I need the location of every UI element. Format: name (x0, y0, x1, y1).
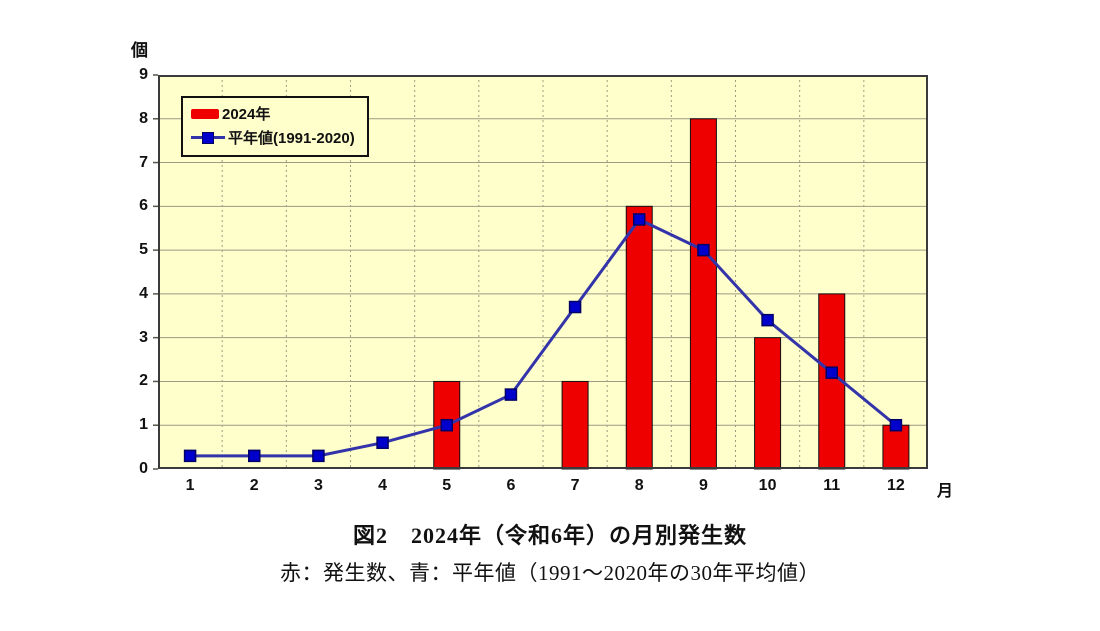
legend-line-swatch (191, 131, 225, 144)
x-tick-label-3: 3 (313, 477, 323, 494)
bar-2024-month-8 (625, 205, 653, 470)
x-tick-label-12: 12 (887, 477, 905, 494)
legend-label-2024: 2024年 (222, 106, 271, 123)
normal-marker-month-1 (183, 449, 197, 463)
y-tick-label-3: 3 (139, 328, 148, 346)
caption-subtitle: 赤：発生数、青：平年値（1991～2020年の30年平均値） (280, 561, 820, 585)
plot-area (153, 74, 928, 470)
normal-marker-month-7 (568, 300, 582, 314)
x-tick-label-5: 5 (442, 477, 452, 494)
x-axis-unit-label: 月 (936, 483, 953, 500)
x-tick-label-2: 2 (249, 477, 259, 494)
legend-bar-swatch (191, 108, 219, 119)
x-tick-label-6: 6 (506, 477, 516, 494)
normal-line (188, 217, 898, 458)
normal-marker-month-5 (440, 418, 453, 432)
y-tick-label-2: 2 (139, 372, 148, 390)
y-tick-label-9: 9 (139, 66, 148, 83)
x-tick-label-4: 4 (378, 477, 388, 494)
legend-item-normal: 平年値(1991-2020) (191, 127, 355, 148)
x-tick-label-9: 9 (698, 477, 708, 494)
normal-marker-month-3 (312, 449, 325, 463)
normal-marker-month-6 (504, 388, 518, 401)
x-tick-label-1: 1 (185, 477, 195, 494)
y-tick-label-6: 6 (139, 197, 148, 215)
normal-marker-month-2 (248, 449, 261, 463)
bar-2024-month-12 (882, 424, 910, 470)
caption: 図2 2024年（令和6年）の月別発生数 赤：発生数、青：平年値（1991～20… (0, 518, 1100, 587)
y-tick-label-5: 5 (139, 241, 148, 259)
normal-marker-month-8 (633, 213, 646, 226)
bar-2024-month-7 (561, 380, 589, 470)
y-tick-label-7: 7 (139, 153, 148, 171)
plot-border (158, 75, 928, 469)
x-tick-label-7: 7 (570, 477, 580, 494)
legend: 2024年 平年値(1991-2020) (181, 96, 369, 157)
y-tick-label-4: 4 (139, 284, 148, 302)
x-tick-label-8: 8 (634, 477, 644, 494)
x-tick-label-11: 11 (823, 477, 841, 494)
normal-marker-month-9 (697, 243, 710, 257)
legend-label-normal: 平年値(1991-2020) (228, 130, 355, 147)
normal-marker-month-11 (825, 366, 838, 379)
bar-2024-month-9 (689, 118, 717, 470)
legend-item-2024: 2024年 (191, 103, 355, 124)
y-axis-unit-label: 個 (131, 41, 148, 60)
y-tick-label-8: 8 (139, 109, 148, 127)
normal-marker-month-4 (376, 436, 389, 449)
bar-2024-month-10 (754, 337, 782, 470)
normal-marker-month-10 (761, 313, 774, 327)
normal-marker-month-12 (889, 418, 903, 432)
legend-line-marker-icon (202, 131, 214, 144)
y-tick-label-1: 1 (139, 416, 148, 434)
y-tick-label-0: 0 (139, 460, 148, 477)
caption-title: 図2 2024年（令和6年）の月別発生数 (352, 523, 747, 548)
x-tick-label-10: 10 (758, 477, 777, 494)
